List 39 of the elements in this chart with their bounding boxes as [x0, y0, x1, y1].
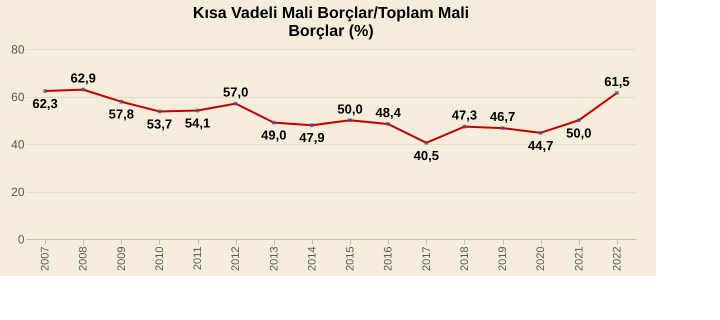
data-label: 50,0	[337, 101, 363, 116]
x-tick-label: 2013	[268, 246, 280, 271]
data-label: 49,0	[261, 128, 286, 143]
data-label: 53,7	[146, 116, 172, 132]
x-tick-label: 2007	[40, 246, 52, 271]
y-tick-label: 60	[11, 90, 25, 104]
data-label: 48,4	[376, 105, 402, 120]
x-tick-label: 2019	[497, 246, 510, 271]
x-tick-label: 2022	[611, 246, 624, 271]
data-label: 40,5	[414, 148, 439, 163]
text: Kısa Vadeli Mali Borçlar/Toplam Mali	[192, 5, 470, 22]
data-label: 62,9	[70, 70, 96, 86]
x-tick-label: 2011	[192, 246, 204, 270]
x-tick-label: 2020	[535, 246, 548, 271]
x-tick-label: 2008	[78, 246, 90, 271]
x-tick-label: 2009	[116, 246, 128, 271]
y-tick-label: 80	[11, 42, 25, 56]
data-label: 50,0	[566, 125, 592, 140]
x-tick-label: 2016	[382, 246, 395, 271]
x-tick-label: 2010	[154, 246, 166, 271]
data-label: 62,3	[32, 96, 58, 112]
y-tick-label: 40	[11, 138, 25, 152]
data-label: 44,7	[528, 138, 554, 153]
data-label: 61,5	[604, 74, 630, 89]
data-label: 46,7	[490, 109, 516, 124]
data-label: 57,8	[108, 106, 134, 122]
data-label: 47,3	[452, 108, 478, 123]
x-tick-label: 2021	[573, 246, 586, 271]
x-tick-label: 2015	[344, 246, 357, 271]
data-label: 57,0	[223, 84, 248, 100]
text: Borçlar (%)	[288, 23, 374, 40]
x-tick-label: 2014	[306, 246, 318, 271]
x-tick-label: 2012	[230, 246, 242, 271]
data-label: 54,1	[184, 116, 210, 131]
data-label: 47,9	[299, 130, 325, 146]
x-tick-label: 2018	[458, 246, 471, 271]
y-tick-label: 20	[11, 185, 25, 199]
y-tick-label: 0	[18, 232, 25, 246]
x-tick-label: 2017	[420, 246, 433, 271]
